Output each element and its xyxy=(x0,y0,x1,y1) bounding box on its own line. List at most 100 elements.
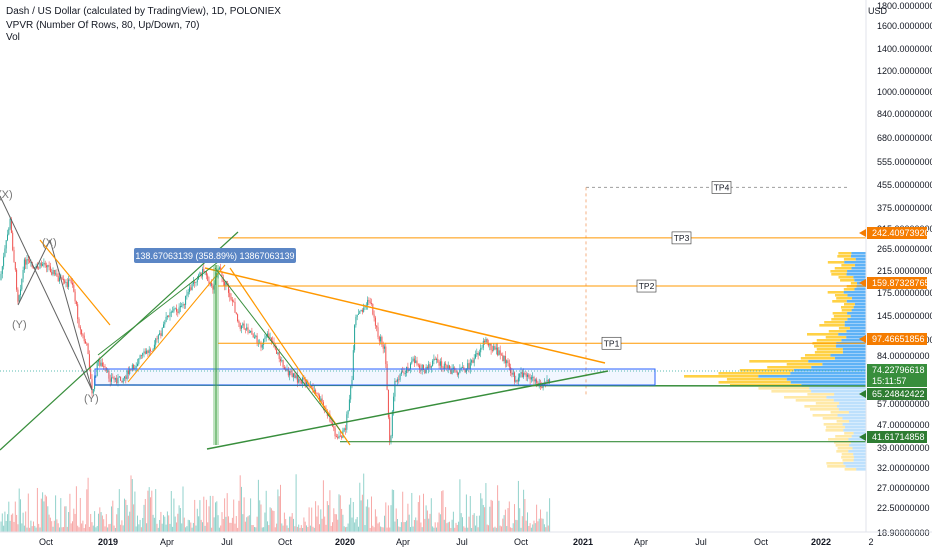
volume-bar xyxy=(391,489,393,532)
vp-down-row xyxy=(844,432,854,435)
volume-bar xyxy=(343,526,345,532)
volume-bar xyxy=(64,506,66,532)
volume-bar xyxy=(413,520,415,532)
volume-bar xyxy=(131,479,133,532)
volume-bar xyxy=(300,525,302,532)
time-axis: Oct 2019 Apr Jul Oct 2020 Apr Jul Oct 2021 Apr Jul O… xyxy=(0,531,932,547)
volume-bar xyxy=(361,494,363,532)
volume-bar xyxy=(235,516,237,532)
candle-body xyxy=(57,276,59,282)
candle-body xyxy=(463,367,465,370)
vp-up-row xyxy=(834,393,866,396)
candle-body xyxy=(322,402,324,407)
volume-bar xyxy=(72,521,73,532)
candle-body xyxy=(99,360,101,366)
volume-bar xyxy=(319,524,320,532)
candle-body xyxy=(194,281,196,283)
volume-bar xyxy=(27,493,29,532)
volume-bar xyxy=(365,506,367,532)
volume-bar xyxy=(151,490,153,532)
tp-box xyxy=(601,336,622,350)
candle-body xyxy=(235,312,237,315)
volume-bar xyxy=(241,486,242,532)
candle-body xyxy=(151,351,153,352)
candle-body xyxy=(263,338,265,345)
candle-body xyxy=(299,379,301,382)
volume-bar xyxy=(394,521,396,532)
candle-body xyxy=(360,309,362,312)
candle-body xyxy=(494,346,496,350)
volume-bar xyxy=(524,499,526,532)
candle-body xyxy=(125,376,127,379)
price-tag xyxy=(867,364,927,376)
candle-body xyxy=(20,289,21,296)
candles xyxy=(0,216,551,446)
candle-body xyxy=(481,347,483,349)
volume-bar xyxy=(127,515,129,532)
candle-body xyxy=(230,296,232,300)
candle-body xyxy=(164,321,166,325)
volume-bar xyxy=(304,521,306,532)
candle-body xyxy=(56,273,58,277)
y-tick-label: 145.00000000 xyxy=(877,311,932,321)
volume-profile xyxy=(684,252,866,471)
volume-bar xyxy=(160,511,162,532)
volume-bar xyxy=(546,511,548,532)
candle-body xyxy=(187,291,189,295)
volume-bar xyxy=(296,526,298,532)
y-tick-label: 455.00000000 xyxy=(877,180,932,190)
candle-body xyxy=(321,398,323,403)
candle-body xyxy=(150,349,151,352)
volume-bar xyxy=(516,520,518,532)
volume-bar xyxy=(35,527,37,532)
candle-body xyxy=(212,285,214,290)
candle-body xyxy=(120,376,122,381)
y-tick-label: 27.00000000 xyxy=(877,483,930,493)
volume-bar xyxy=(287,527,289,532)
volume-bar xyxy=(124,498,125,532)
volume-bar xyxy=(477,527,479,532)
candle-body xyxy=(450,369,452,374)
candle-body xyxy=(471,360,473,363)
vp-up-row xyxy=(758,375,866,378)
price-tag-label: 65.24842422 xyxy=(872,389,925,399)
volume-bar xyxy=(225,516,227,532)
candle-body xyxy=(238,321,240,323)
volume-bar xyxy=(341,508,343,532)
volume-bar xyxy=(411,492,413,532)
candle-body xyxy=(369,301,371,304)
candle-body xyxy=(143,351,145,354)
candle-body xyxy=(68,279,70,287)
price-tag xyxy=(867,375,927,387)
candle-body xyxy=(434,358,436,360)
vp-down-row xyxy=(844,468,857,471)
candle-body xyxy=(267,333,268,336)
tp-box xyxy=(636,279,657,293)
volume-bar xyxy=(44,494,46,532)
volume-bar xyxy=(354,522,356,532)
vp-up-row xyxy=(842,351,866,354)
candle-body xyxy=(86,343,88,345)
vp-up-row xyxy=(830,354,866,357)
vp-up-row xyxy=(849,327,866,330)
volume-bar xyxy=(490,499,492,532)
candle-body xyxy=(316,392,318,394)
candle-body xyxy=(226,280,228,285)
candle-body xyxy=(183,303,185,305)
volume-bar xyxy=(182,486,184,532)
volume-bar xyxy=(339,495,341,532)
volume-bar xyxy=(56,519,58,532)
volume-bar xyxy=(529,523,531,532)
volume-bar xyxy=(126,505,128,532)
candle-body xyxy=(252,334,254,338)
volume-bar xyxy=(135,526,137,532)
vp-up-row xyxy=(855,258,866,261)
volume-bar xyxy=(295,474,297,532)
volume-bar xyxy=(69,493,71,532)
candle-body xyxy=(88,354,90,369)
candle-body xyxy=(458,372,460,375)
candle-body xyxy=(82,334,84,336)
volume-bar xyxy=(416,520,418,532)
vp-up-row xyxy=(838,408,866,411)
